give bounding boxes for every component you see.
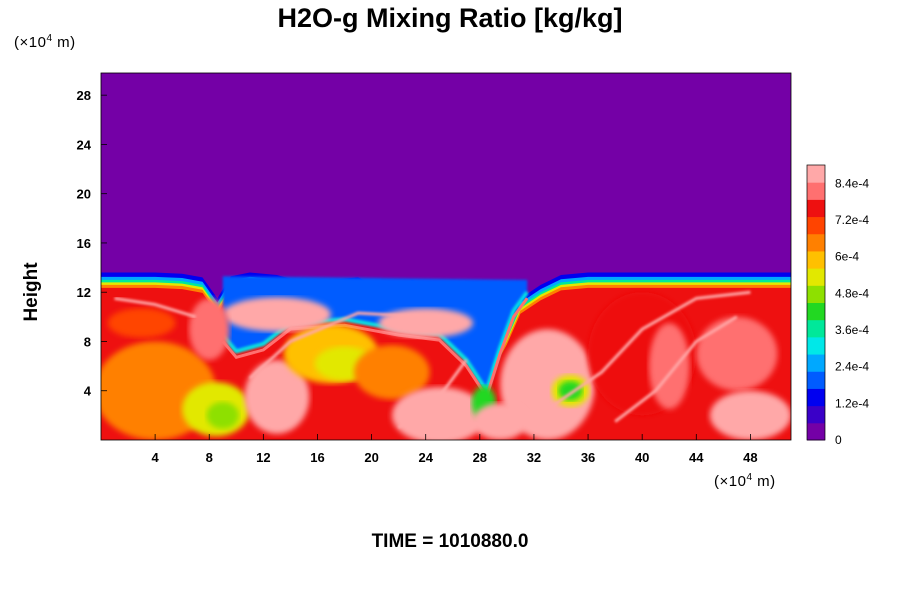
colorbar-tick-label: 1.2e-4 <box>835 396 869 410</box>
plot-frame <box>100 72 792 441</box>
filament-1 <box>614 315 738 423</box>
colorbar-swatch <box>807 319 825 338</box>
colorbar-swatch <box>807 199 825 218</box>
x-axis-ticks: 4 8 12 16 20 24 28 32 36 40 44 48 <box>152 434 758 465</box>
colorbar-swatch <box>807 336 825 355</box>
x-tick-label: 12 <box>256 450 270 465</box>
moisture-blob-16 <box>696 316 778 391</box>
colorbar-tick-label: 2.4e-4 <box>835 360 869 374</box>
colorbar-swatch <box>807 182 825 200</box>
moisture-blob-9 <box>222 297 331 332</box>
colorbar-swatch <box>807 165 825 183</box>
moisture-blob-8 <box>378 308 474 338</box>
colorbar: 0 1.2e-4 2.4e-4 3.6e-4 4.8e-4 6e-4 7.2e-4 8.4e-… <box>806 164 869 447</box>
colorbar-swatch <box>807 405 825 424</box>
moisture-blob-6 <box>354 345 430 400</box>
y-tick-label: 24 <box>77 137 92 152</box>
moisture-blob-13 <box>558 380 583 401</box>
colorbar-swatch <box>807 388 825 407</box>
x-tick-label: 28 <box>473 450 487 465</box>
x-tick-label: 40 <box>635 450 649 465</box>
moisture-blob-3 <box>244 359 310 434</box>
colorbar-swatch <box>807 250 825 269</box>
y-tick-label: 20 <box>77 187 91 202</box>
filament-0 <box>512 290 751 430</box>
filament-2 <box>248 311 426 380</box>
x-tick-label: 48 <box>743 450 757 465</box>
moisture-blob-17 <box>709 390 791 440</box>
x-tick-label: 4 <box>152 450 160 465</box>
colorbar-tick-label: 8.4e-4 <box>835 176 869 190</box>
x-tick-label: 8 <box>206 450 213 465</box>
y-tick-label: 8 <box>84 334 91 349</box>
y-tick-label: 28 <box>77 88 91 103</box>
moisture-blob-18 <box>107 308 176 338</box>
y-tick-label: 12 <box>77 285 91 300</box>
moisture-blob-11 <box>500 329 595 440</box>
moisture-blob-7 <box>391 387 487 440</box>
time-label: TIME = 1010880.0 <box>371 531 529 552</box>
x-unit-label: (×104 m) <box>714 472 776 490</box>
colorbar-swatch <box>807 371 825 389</box>
chart-title: H2O-g Mixing Ratio [kg/kg] <box>277 3 623 33</box>
colorbar-swatch <box>807 422 825 441</box>
x-tick-label: 44 <box>689 450 704 465</box>
filament-4 <box>397 359 468 429</box>
colorbar-frame <box>806 164 826 441</box>
colorbar-tick-label: 4.8e-4 <box>835 286 869 300</box>
colorbar-tick-label: 3.6e-4 <box>835 323 869 337</box>
filament-3 <box>114 296 197 319</box>
y-unit-label: (×104 m) <box>14 33 76 51</box>
y-tick-label: 4 <box>84 384 92 399</box>
moisture-blob-10 <box>188 298 230 360</box>
y-tick-label: 16 <box>77 236 91 251</box>
x-tick-label: 24 <box>418 450 433 465</box>
x-tick-label: 36 <box>581 450 595 465</box>
colorbar-tick-label: 6e-4 <box>835 250 859 264</box>
colorbar-swatch <box>807 233 825 252</box>
x-tick-label: 20 <box>364 450 378 465</box>
heatmap-field <box>101 73 791 440</box>
colorbar-swatch <box>807 302 825 321</box>
moisture-blob-2 <box>206 401 239 429</box>
colorbar-swatch <box>807 216 825 235</box>
moisture-blob-15 <box>648 323 690 410</box>
x-tick-label: 16 <box>310 450 324 465</box>
y-axis-ticks: 4 8 12 16 20 24 28 <box>77 88 107 399</box>
colorbar-swatch <box>807 354 825 372</box>
colorbar-tick-label: 0 <box>835 433 842 447</box>
colorbar-swatch <box>807 285 825 303</box>
colorbar-tick-label: 7.2e-4 <box>835 213 869 227</box>
x-tick-label: 32 <box>527 450 541 465</box>
moisture-blob-20 <box>473 403 528 440</box>
colorbar-swatch <box>807 268 825 286</box>
